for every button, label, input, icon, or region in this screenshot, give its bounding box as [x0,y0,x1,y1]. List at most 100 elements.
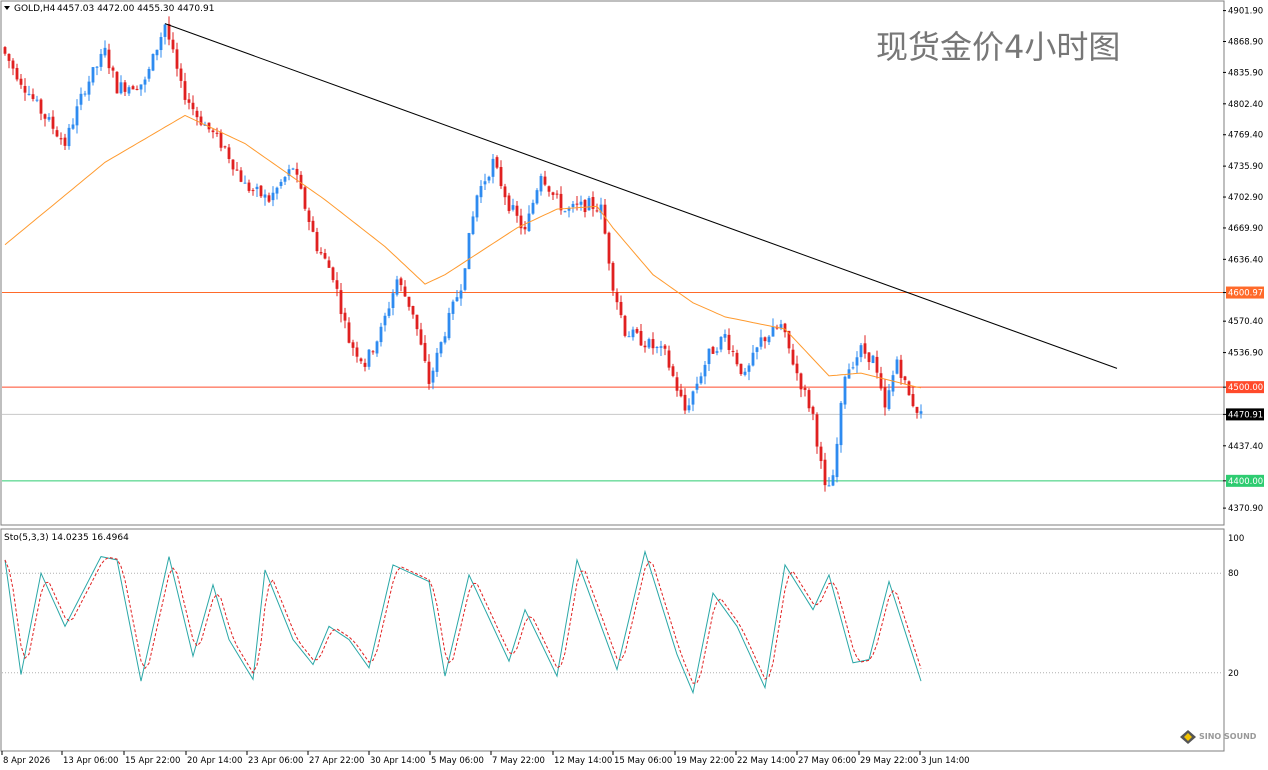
candle-body [811,406,815,414]
candle-body [31,94,35,99]
candle-body [515,205,519,216]
candle-body [671,366,675,376]
candle-body [835,443,839,478]
price-tick-label: 4370.90 [1228,504,1263,514]
candle-body [67,127,71,147]
candle-body [467,233,471,270]
dropdown-triangle-icon[interactable] [4,6,10,10]
ma-line [4,114,922,389]
candle-body [383,315,387,326]
candle-body [499,167,503,187]
candle-body [651,339,655,349]
candle-body [371,351,375,353]
candle-body [355,347,359,357]
time-tick-label: 12 May 14:00 [554,756,612,766]
candle-body [251,190,255,192]
candle-body [643,345,647,348]
candle-body [879,373,883,389]
candle-body [859,345,863,358]
candle-body [771,326,775,337]
candle-body [319,252,323,254]
candle-body [511,205,515,210]
candle-body [327,260,331,268]
candle-body [867,352,871,363]
candle-body [375,341,379,354]
time-tick-label: 30 Apr 14:00 [370,756,425,766]
stoch-signal-line [4,556,922,684]
candle-body [631,329,635,338]
candle-body [419,329,423,345]
candle-body [231,159,235,170]
time-tick-label: 23 Apr 06:00 [248,756,303,766]
price-tick-label: 4570.40 [1228,317,1263,327]
candle-body [331,267,335,280]
candle-body [543,176,547,185]
candle-body [283,177,287,182]
candle-body [743,371,747,375]
symbol-label: GOLD,H4 [14,4,56,14]
candle-body [7,53,11,61]
candle-body [391,293,395,308]
candle-body [687,405,691,411]
candle-body [27,93,31,95]
candle-body [759,337,763,347]
ohlc-text: 4457.03 4472.00 4455.30 4470.91 [57,4,214,14]
candle-body [799,373,803,390]
candle-body [547,186,551,192]
candle-body [91,67,95,83]
candle-body [175,49,179,69]
candle-body [199,116,203,125]
stoch-tick-label: 80 [1228,569,1239,579]
price-tick-label: 4835.90 [1228,68,1263,78]
trendline[interactable] [164,23,1118,369]
candle-body [39,99,43,114]
candle-body [219,132,223,148]
candle-body [663,345,667,349]
candle-body [667,350,671,368]
price-tick-label: 4500.00 [1228,383,1263,393]
price-tick-label: 4802.40 [1228,100,1263,110]
candle-body [875,356,879,373]
candle-body [475,195,479,218]
candle-body [583,199,587,213]
candle-body [235,169,239,171]
candle-body [703,364,707,377]
price-tag-bg [1226,381,1264,394]
candle-body [567,207,571,211]
candle-body [111,67,115,71]
candle-body [239,170,243,182]
candle-body [711,346,715,354]
indicator-pane-frame [0,528,1225,752]
candle-body [607,232,611,264]
candle-body [855,357,859,366]
time-axis: 8 Apr 2026 13 Apr 06:00 15 Apr 22:00 20 Apr… [1,751,970,766]
candle-body [447,312,451,339]
candle-body [491,158,495,177]
candle-body [911,394,915,407]
candle-body [431,370,435,383]
candle-body [267,195,271,202]
candle-body [779,324,783,329]
price-tick-label: 4868.90 [1228,38,1263,48]
time-tick-label: 13 Apr 06:00 [63,756,118,766]
candle-body [71,124,75,129]
candle-body [507,195,511,211]
candle-body [119,82,123,94]
candle-body [143,79,147,85]
candle-body [751,352,755,366]
candle-body [215,132,219,134]
candle-body [807,390,811,409]
time-tick-label: 3 Jun 14:00 [921,756,970,766]
candle-body [747,365,751,372]
candle-body [347,322,351,343]
price-tick-label: 4669.90 [1228,224,1263,234]
candle-body [171,39,175,50]
candle-body [899,359,903,378]
candle-body [299,174,303,189]
candle-body [399,278,403,286]
candle-body [563,211,567,213]
candle-body [15,67,19,80]
candle-body [439,342,443,354]
candle-body [295,168,299,175]
